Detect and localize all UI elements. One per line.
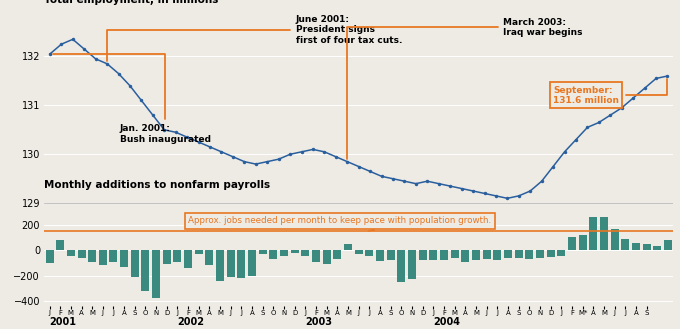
Bar	[344, 244, 352, 250]
Bar	[558, 250, 565, 257]
Bar	[622, 239, 629, 250]
Bar	[515, 250, 523, 258]
Text: 2001: 2001	[50, 317, 77, 327]
Bar	[152, 250, 160, 298]
Text: 2004: 2004	[433, 317, 460, 327]
Bar	[547, 250, 555, 257]
Bar	[141, 250, 150, 291]
Bar	[280, 250, 288, 257]
Bar	[493, 250, 501, 260]
Bar	[205, 250, 214, 265]
Bar	[301, 250, 309, 257]
Bar	[99, 250, 107, 265]
Bar	[600, 215, 608, 250]
Bar	[226, 250, 235, 277]
Bar	[333, 250, 341, 259]
Bar	[653, 246, 661, 250]
Text: March 2003:
Iraq war begins: March 2003: Iraq war begins	[347, 18, 583, 159]
Bar	[46, 250, 54, 263]
Bar	[67, 250, 75, 257]
Bar	[664, 240, 672, 250]
Bar	[461, 250, 469, 262]
Bar	[483, 250, 491, 259]
Bar	[291, 250, 299, 253]
Bar	[259, 250, 267, 254]
Bar	[237, 250, 245, 278]
Bar	[579, 235, 587, 250]
Bar	[504, 250, 512, 258]
Bar	[312, 250, 320, 262]
Text: June 2001:
President signs
first of four tax cuts.: June 2001: President signs first of four…	[107, 15, 402, 61]
Bar	[525, 250, 533, 259]
Text: Approx. jobs needed per month to keep pace with population growth.: Approx. jobs needed per month to keep pa…	[188, 216, 492, 231]
Text: Monthly additions to nonfarm payrolls: Monthly additions to nonfarm payrolls	[44, 180, 271, 190]
Bar	[590, 208, 597, 250]
Bar	[643, 244, 651, 250]
Bar	[387, 250, 394, 260]
Bar	[163, 250, 171, 264]
Bar	[56, 240, 64, 250]
Text: 2002: 2002	[177, 317, 205, 327]
Bar	[429, 250, 437, 260]
Bar	[355, 250, 362, 254]
Bar	[120, 250, 128, 266]
Bar	[269, 250, 277, 259]
Text: September:
131.6 million: September: 131.6 million	[553, 79, 668, 105]
Bar	[365, 250, 373, 257]
Text: Jan. 2001:
Bush inaugurated: Jan. 2001: Bush inaugurated	[52, 54, 211, 144]
Text: Total employment, in millions: Total employment, in millions	[44, 0, 218, 5]
Bar	[376, 250, 384, 261]
Bar	[472, 250, 480, 260]
Bar	[216, 250, 224, 281]
Bar	[611, 229, 619, 250]
Bar	[78, 250, 86, 258]
Bar	[440, 250, 448, 260]
Bar	[632, 242, 640, 250]
Text: 2003: 2003	[305, 317, 333, 327]
Bar	[131, 250, 139, 277]
Bar	[397, 250, 405, 282]
Bar	[536, 250, 544, 258]
Bar	[451, 250, 458, 258]
Bar	[323, 250, 330, 264]
Bar	[109, 250, 118, 262]
Bar	[173, 250, 182, 262]
Bar	[184, 250, 192, 268]
Bar	[248, 250, 256, 275]
Bar	[88, 250, 96, 262]
Bar	[419, 250, 426, 260]
Bar	[408, 250, 416, 279]
Bar	[194, 250, 203, 254]
Bar	[568, 238, 576, 250]
